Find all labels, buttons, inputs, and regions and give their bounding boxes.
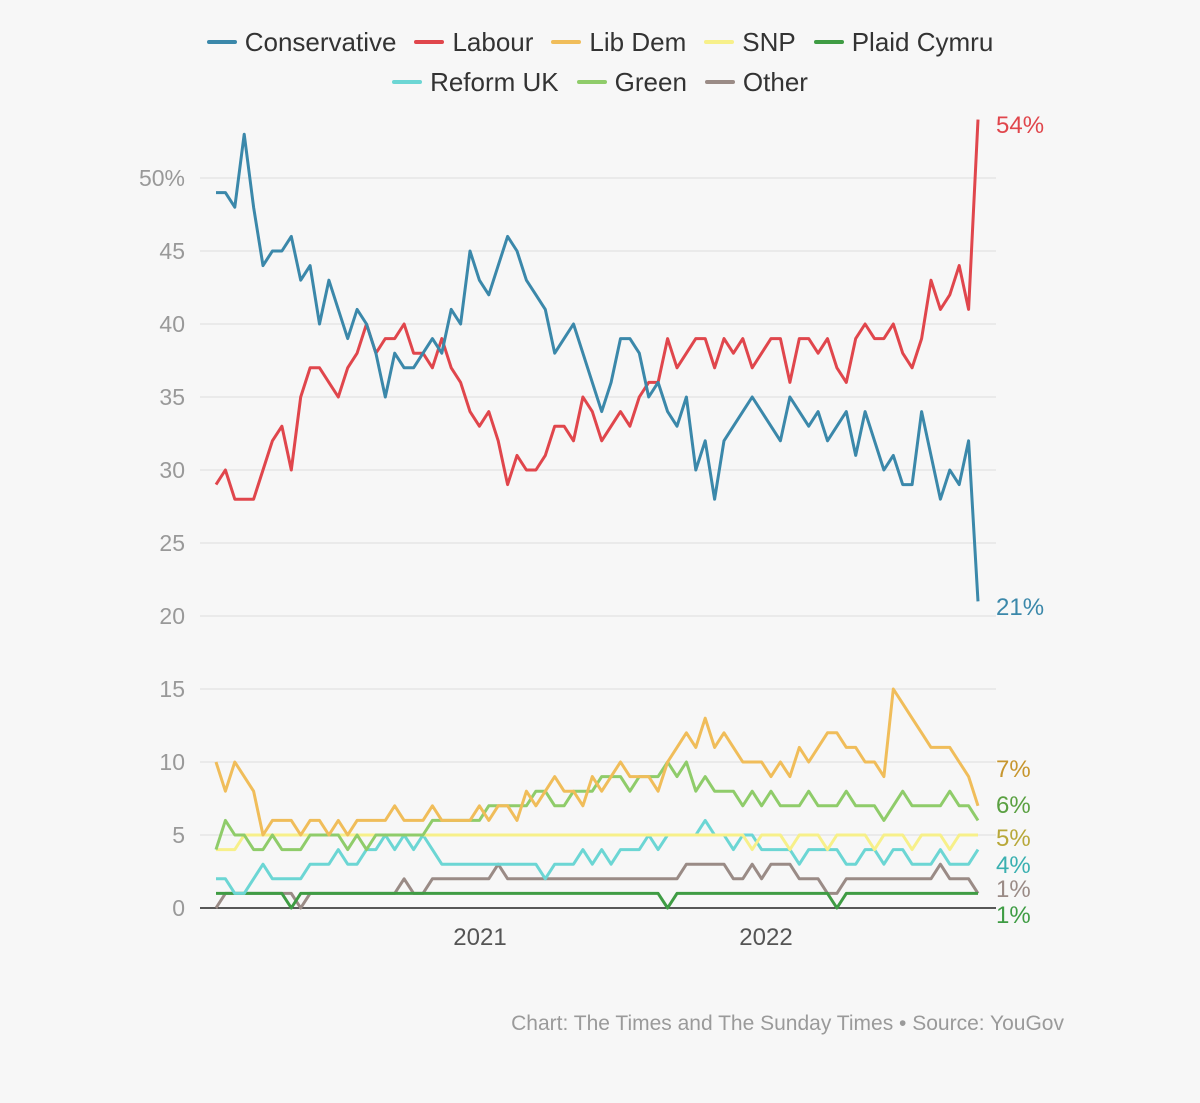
series-line-conservative bbox=[216, 132, 980, 602]
y-tick-label: 35 bbox=[159, 384, 185, 410]
legend: Conservative Labour Lib Dem SNP Plaid Cymru … bbox=[0, 22, 1200, 102]
legend-label: SNP bbox=[742, 26, 796, 57]
legend-label: Reform UK bbox=[430, 66, 559, 97]
legend-label: Other bbox=[742, 66, 808, 97]
y-tick-label: 25 bbox=[159, 530, 185, 556]
legend-item: Reform UK bbox=[392, 67, 559, 98]
end-label: 54% bbox=[996, 112, 1044, 139]
legend-row: Reform UK Green Other bbox=[0, 62, 1200, 102]
series-line-other bbox=[214, 862, 980, 910]
end-label: 7% bbox=[996, 756, 1031, 783]
legend-swatch bbox=[414, 40, 445, 44]
source-note: Chart: The Times and The Sunday Times • … bbox=[511, 1012, 1064, 1035]
series-line-lib-dem bbox=[214, 687, 980, 837]
legend-label: Labour bbox=[452, 26, 534, 57]
series-line-reform-uk bbox=[216, 818, 980, 895]
legend-item: Lib Dem bbox=[551, 27, 686, 58]
end-label: 5% bbox=[996, 825, 1031, 852]
legend-row: Conservative Labour Lib Dem SNP Plaid Cymru bbox=[0, 22, 1200, 62]
y-tick-label: 30 bbox=[159, 457, 185, 483]
series-lines bbox=[214, 119, 980, 910]
y-tick-label: 5 bbox=[172, 822, 185, 848]
x-tick-label: 2021 bbox=[453, 924, 506, 951]
legend-swatch bbox=[392, 80, 423, 84]
series-line-plaid-cymru bbox=[216, 891, 978, 910]
legend-item: Green bbox=[576, 66, 687, 98]
legend-swatch bbox=[576, 80, 607, 84]
end-label: 4% bbox=[996, 852, 1031, 879]
y-tick-label: 40 bbox=[159, 311, 185, 337]
end-label: 21% bbox=[996, 594, 1044, 621]
legend-swatch bbox=[704, 40, 735, 44]
end-labels: 54%21%7%6%5%4%1%1% bbox=[996, 112, 1044, 929]
legend-swatch bbox=[704, 80, 735, 84]
y-tick-label: 0 bbox=[172, 895, 185, 921]
y-tick-label: 50% bbox=[139, 165, 185, 191]
legend-label: Green bbox=[614, 66, 687, 97]
y-axis: 0 5 10 15 20 25 30 35 40 45 50% bbox=[139, 165, 185, 921]
series-line-snp bbox=[216, 833, 978, 852]
y-tick-label: 45 bbox=[159, 238, 185, 264]
legend-label: Conservative bbox=[244, 26, 397, 57]
legend-item: Other bbox=[704, 66, 808, 98]
end-label: 6% bbox=[996, 792, 1031, 819]
legend-item: Conservative bbox=[206, 26, 397, 58]
legend-swatch bbox=[206, 40, 237, 44]
end-label: 1% bbox=[996, 902, 1031, 929]
gridlines bbox=[200, 177, 996, 909]
legend-item: SNP bbox=[704, 26, 796, 58]
legend-label: Plaid Cymru bbox=[851, 26, 994, 57]
legend-item: Plaid Cymru bbox=[813, 26, 994, 58]
legend-label: Lib Dem bbox=[589, 26, 687, 57]
y-tick-label: 10 bbox=[159, 749, 185, 775]
legend-item: Labour bbox=[414, 27, 533, 58]
series-line-labour bbox=[214, 119, 980, 501]
y-tick-label: 20 bbox=[159, 603, 185, 629]
y-tick-label: 15 bbox=[159, 676, 185, 702]
end-label: 1% bbox=[996, 876, 1031, 903]
legend-swatch bbox=[813, 40, 844, 44]
x-axis: 2021 2022 bbox=[453, 924, 792, 951]
legend-swatch bbox=[551, 40, 582, 44]
x-tick-label: 2022 bbox=[739, 924, 792, 951]
